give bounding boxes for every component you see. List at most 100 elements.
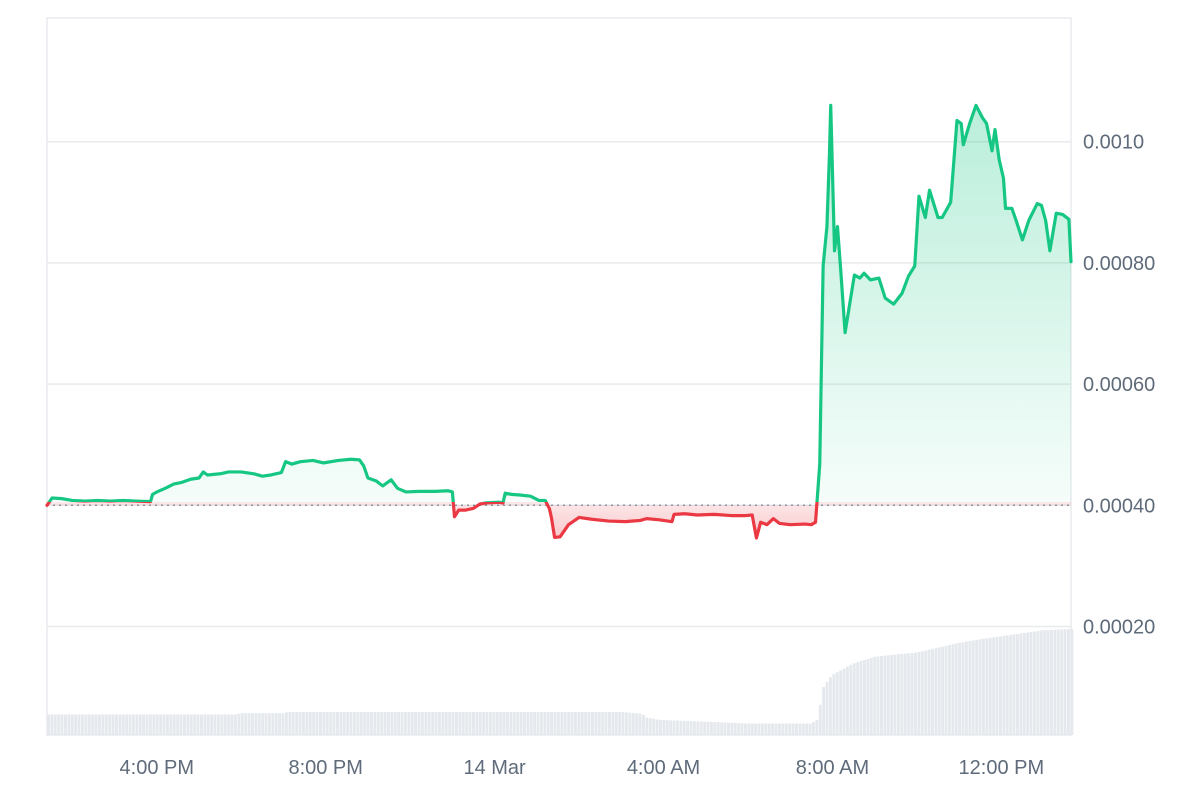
volume-bar (206, 714, 210, 735)
volume-bar (506, 711, 509, 735)
volume-bar (118, 714, 122, 735)
volume-bar (594, 711, 598, 735)
volume-bar (407, 711, 411, 735)
volume-bar (903, 653, 907, 735)
volume-bar (941, 646, 945, 735)
volume-bar (1063, 629, 1067, 735)
volume-bar (1067, 629, 1070, 735)
x-tick-label: 8:00 AM (796, 757, 869, 779)
volume-bar (587, 711, 591, 735)
volume-bar (47, 714, 50, 735)
volume-bar (172, 714, 176, 735)
volume-bar (839, 670, 843, 735)
volume-bar (761, 723, 764, 735)
volume-bar (944, 645, 948, 735)
volume-bar (295, 711, 299, 735)
volume-bar (784, 723, 788, 735)
volume-bar (927, 649, 931, 735)
volume-bar (319, 711, 322, 735)
volume-bar (516, 711, 520, 735)
volume-bar (788, 723, 792, 735)
volume-bar (223, 714, 227, 735)
volume-bar (580, 711, 584, 735)
volume-bar (567, 711, 571, 735)
volume-bar (886, 655, 890, 735)
volume-bar (465, 711, 469, 735)
volume-bar (132, 714, 135, 735)
volume-bar (570, 711, 574, 735)
volume-bar (852, 663, 856, 735)
volume-bar (662, 720, 666, 735)
volume-bar (383, 711, 387, 735)
volume-bar (818, 704, 822, 735)
volume-bar (332, 711, 336, 735)
volume-bar (669, 720, 673, 735)
volume-bar (247, 713, 251, 735)
volume-bar (992, 637, 996, 735)
volume-bar (526, 711, 530, 735)
price-line-down (45, 502, 819, 540)
volume-bar (1005, 635, 1009, 735)
volume-bar (1026, 632, 1030, 735)
volume-bar (747, 723, 751, 735)
volume-bar (393, 711, 397, 735)
volume-bar (1009, 634, 1013, 735)
volume-bar (995, 636, 999, 735)
volume-bar (217, 714, 220, 735)
volume-bar (798, 723, 802, 735)
volume-bar (424, 711, 428, 735)
volume-bar (934, 648, 938, 735)
volume-bar (261, 713, 265, 735)
volume-bar (142, 714, 146, 735)
volume-bar (771, 723, 775, 735)
volume-bar (57, 714, 61, 735)
volume-bar (740, 723, 744, 735)
volume-bar (608, 711, 611, 735)
volume-bar (468, 711, 472, 735)
volume-bar (689, 721, 693, 735)
volume-bar (60, 714, 64, 735)
volume-bar (356, 711, 360, 735)
volume-bar (931, 648, 934, 735)
volume-bar (349, 711, 353, 735)
volume-bars (47, 628, 1074, 735)
volume-bar (754, 723, 758, 735)
volume-bar (77, 714, 81, 735)
volume-bar (444, 711, 448, 735)
volume-bar (359, 711, 363, 735)
volume-bar (536, 711, 540, 735)
volume-bar (138, 714, 142, 735)
volume-bar (1019, 633, 1023, 735)
volume-bar (451, 711, 455, 735)
volume-bar (179, 714, 183, 735)
volume-bar (533, 711, 537, 735)
volume-bar (638, 713, 642, 735)
x-axis: 4:00 PM 8:00 PM 14 Mar 4:00 AM 8:00 AM 12:00 … (120, 757, 1045, 779)
volume-bar (655, 719, 659, 735)
volume-bar (849, 664, 853, 735)
volume-bar (485, 711, 489, 735)
x-tick-label: 14 Mar (463, 757, 526, 779)
volume-bar (550, 711, 554, 735)
volume-bar (342, 711, 346, 735)
volume-bar (376, 711, 380, 735)
volume-bar (87, 714, 91, 735)
volume-bar (499, 711, 503, 735)
volume-bar (472, 711, 475, 735)
volume-bar (278, 713, 282, 735)
volume-bar (230, 714, 234, 735)
volume-bar (1022, 632, 1026, 735)
volume-bar (645, 717, 649, 735)
volume-bar (193, 714, 197, 735)
volume-bar (1050, 629, 1053, 735)
volume-bar (757, 723, 761, 735)
volume-bar (427, 711, 431, 735)
volume-bar (703, 721, 707, 735)
area-above-baseline (49, 105, 1071, 502)
volume-bar (81, 714, 84, 735)
x-tick-label: 12:00 PM (959, 757, 1045, 779)
volume-bar (308, 711, 312, 735)
volume-bar (733, 722, 737, 735)
volume-bar (268, 713, 271, 735)
